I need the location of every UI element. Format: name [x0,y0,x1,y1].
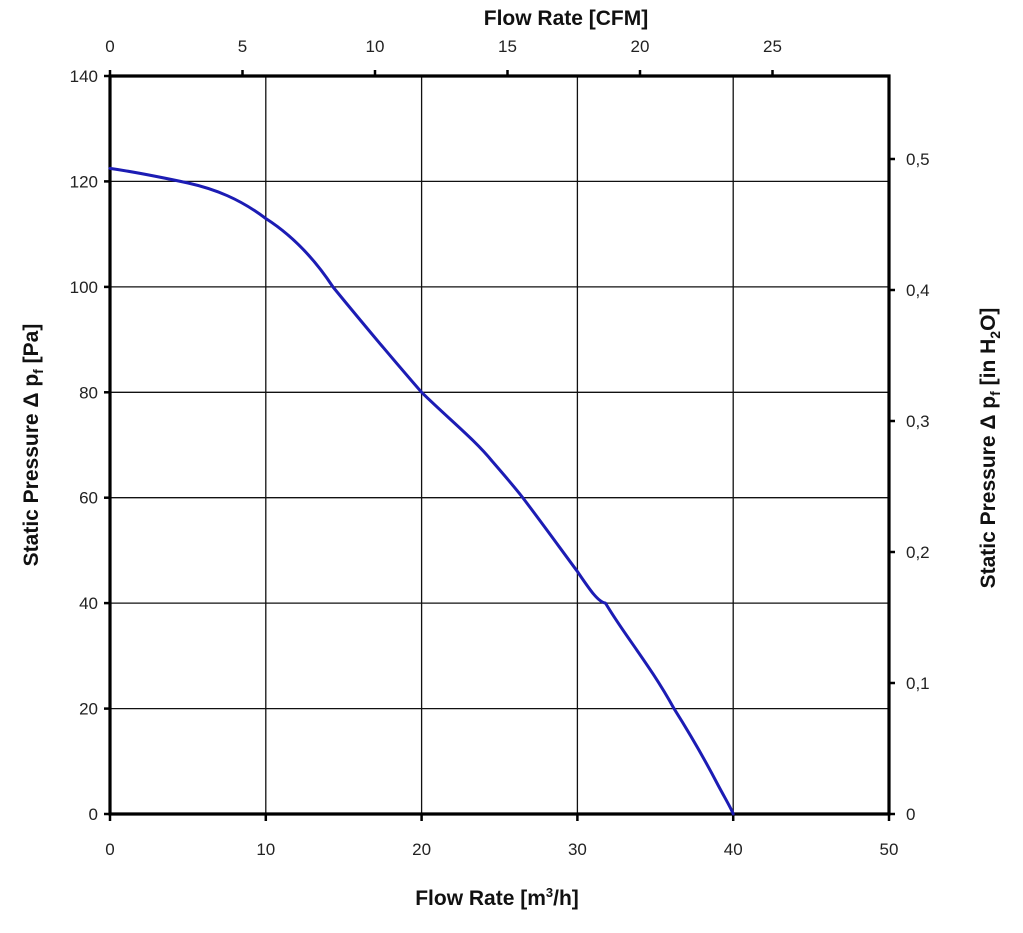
y2-tick-labels: 0 0,1 0,2 0,3 0,4 0,5 [906,150,930,824]
x2-tick-label: 20 [631,37,650,56]
y2-tick-label: 0 [906,805,915,824]
axes-frame [108,74,891,816]
x-tick-label: 10 [256,840,275,859]
x-tick-labels: 0 10 20 30 40 50 [105,840,898,859]
x2-axis-title: Flow Rate [CFM] [484,7,648,30]
y2-tick-label: 0,5 [906,150,930,169]
x-tick-label: 40 [724,840,743,859]
y-tick-label: 60 [79,489,98,508]
y2-axis-title: Static Pressure Δ pf [in H2O] [977,308,1003,589]
fan-curve-line [108,166,735,816]
x-tick-label: 0 [105,840,114,859]
x2-tick-label: 10 [366,37,385,56]
y2-tick-label: 0,2 [906,543,930,562]
y-tick-label: 0 [89,805,98,824]
x2-tick-label: 5 [238,37,247,56]
x-tick-label: 50 [880,840,899,859]
x-tick-label: 30 [568,840,587,859]
x-tick-label: 20 [412,840,431,859]
y-tick-label: 80 [79,383,98,402]
x-axis-title: Flow Rate [m3/h] [415,885,579,910]
y-tick-label: 140 [70,67,98,86]
y-tick-label: 40 [79,594,98,613]
x2-tick-label: 0 [105,37,114,56]
x2-tick-labels: 0 5 10 15 20 25 [105,37,782,56]
y2-tick-label: 0,3 [906,412,930,431]
y2-tick-label: 0,4 [906,281,930,300]
y2-tick-label: 0,1 [906,674,930,693]
y-tick-labels: 0 20 40 60 80 100 120 140 [70,67,98,824]
y-tick-label: 120 [70,172,98,191]
y-axis-title: Static Pressure Δ pf [Pa] [20,324,46,567]
grid [110,76,889,814]
y-tick-label: 20 [79,700,98,719]
y-tick-label: 100 [70,278,98,297]
x2-tick-label: 25 [763,37,782,56]
x2-tick-label: 15 [498,37,517,56]
